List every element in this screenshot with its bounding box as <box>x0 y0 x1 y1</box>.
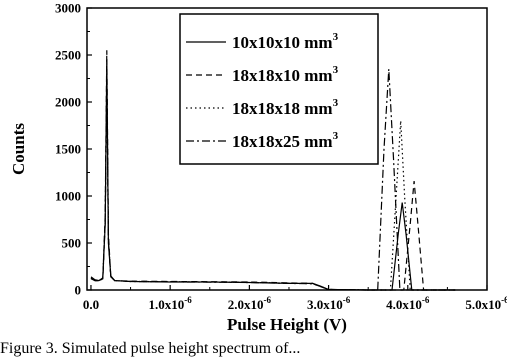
series-line-3 <box>90 73 456 291</box>
pulse-height-chart: 0.0 1.0x10-6 2.0x10-6 3.0x10-6 4.0x10-6 5.0x1… <box>9 1 507 335</box>
y-tick-label: 1500 <box>55 142 81 157</box>
x-axis-title: Pulse Height (V) <box>227 315 347 334</box>
x-axis-ticks: 0.0 1.0x10-6 2.0x10-6 3.0x10-6 4.0x10-6 5.0x1… <box>83 285 507 312</box>
y-tick-label: 2000 <box>55 95 81 110</box>
x-tick-label: 3.0x10-6 <box>307 295 351 312</box>
legend-label-2: 18x18x10 mm3 <box>232 64 339 85</box>
y-axis-ticks: 0 500 1000 1500 2000 2500 3000 <box>55 1 92 298</box>
legend-label-4: 18x18x25 mm3 <box>232 130 339 151</box>
y-tick-label: 2500 <box>55 48 81 63</box>
y-tick-label: 1000 <box>55 189 81 204</box>
legend-label-3: 18x18x18 mm3 <box>232 97 339 118</box>
x-tick-label: 2.0x10-6 <box>228 295 272 312</box>
x-tick-label: 0.0 <box>83 297 99 312</box>
legend-box <box>179 13 379 165</box>
y-tick-label: 500 <box>62 236 82 251</box>
x-tick-label: 4.0x10-6 <box>386 295 430 312</box>
legend: 10x10x10 mm3 18x18x10 mm3 18x18x18 mm3 18x1… <box>179 13 379 165</box>
figure-caption: Figure 3. Simulated pulse height spectru… <box>0 340 301 357</box>
plot-lines <box>90 50 456 291</box>
y-tick-label: 0 <box>75 283 82 298</box>
series-line-4 <box>90 69 456 291</box>
plot-frame <box>86 7 488 291</box>
y-axis-title: Counts <box>9 123 28 175</box>
y-tick-label: 3000 <box>55 1 81 16</box>
legend-label-1: 10x10x10 mm3 <box>232 31 339 52</box>
x-tick-label: 1.0x10-6 <box>149 295 193 312</box>
x-tick-label: 5.0x10-6 <box>465 295 507 312</box>
